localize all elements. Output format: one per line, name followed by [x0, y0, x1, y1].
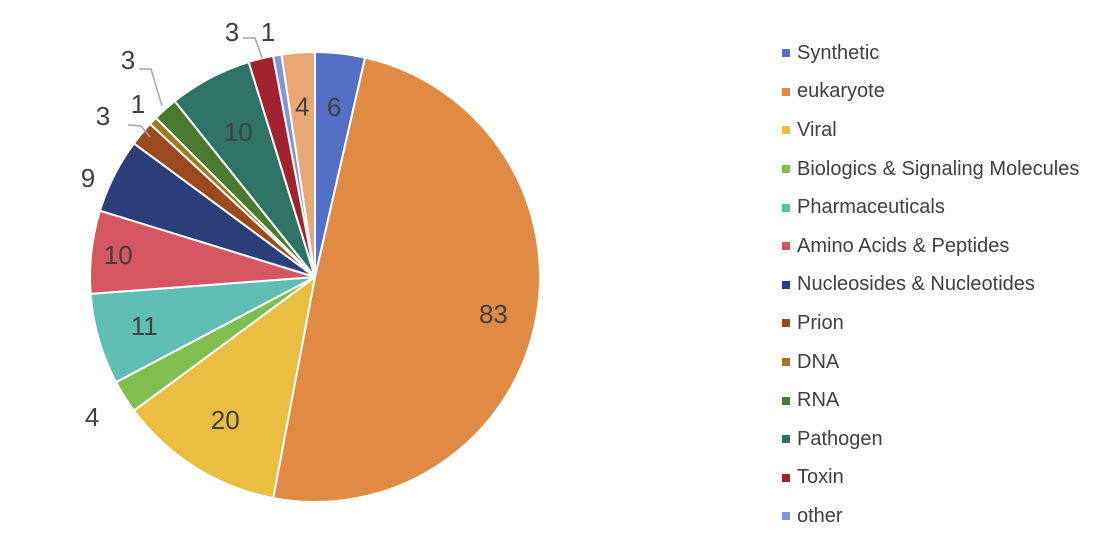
legend-label: Nucleosides & Nucleotides [797, 273, 1035, 296]
legend-swatch [782, 242, 790, 251]
leader-line-prion [127, 124, 151, 138]
legend-swatch [782, 165, 790, 174]
legend-item-other: other [782, 497, 1112, 536]
legend-label: RNA [797, 389, 840, 412]
legend-item-viral: Viral [782, 111, 1112, 150]
data-label-pharmaceuticals: 11 [131, 311, 158, 341]
data-label-toxin: 3 [225, 17, 239, 47]
legend-swatch [782, 473, 790, 482]
pie-slices [89, 50, 541, 503]
legend-label: other [797, 504, 843, 527]
pie-slice-unlabeled [280, 50, 316, 278]
legend-item-nucleosides-and-nucleotides: Nucleosides & Nucleotides [782, 266, 1112, 305]
chart-legend: Synthetic eukaryote Viral Biologics & Signa… [782, 34, 1112, 536]
legend-label: Synthetic [797, 41, 880, 64]
legend-item-amino-acids-and-peptides: Amino Acids & Peptides [782, 227, 1112, 266]
legend-label: Viral [797, 118, 837, 141]
legend-swatch [782, 280, 790, 289]
legend-label: Pharmaceuticals [797, 196, 945, 219]
legend-item-biologics-and-signaling-molecules: Biologics & Signaling Molecules [782, 150, 1112, 189]
data-label-other: 1 [261, 17, 275, 47]
legend-item-eukaryote: eukaryote [782, 73, 1112, 112]
data-label-biologics-and-signaling-molecules: 4 [85, 402, 99, 432]
legend-label: Biologics & Signaling Molecules [797, 157, 1080, 180]
data-label-viral: 20 [211, 405, 240, 435]
leader-line-toxin [243, 37, 263, 59]
data-label-synthetic: 6 [327, 92, 341, 122]
pie-slice-eukaryote [272, 56, 541, 503]
legend-item-toxin: Toxin [782, 459, 1112, 498]
data-label-pathogen: 10 [224, 117, 253, 147]
legend-label: Amino Acids & Peptides [797, 234, 1010, 257]
legend-swatch [782, 87, 790, 96]
legend-label: Toxin [797, 466, 844, 489]
leader-lines [127, 37, 263, 138]
legend-label: DNA [797, 350, 840, 373]
legend-label: Prion [797, 311, 844, 334]
legend-swatch [782, 358, 790, 367]
legend-label: eukaryote [797, 80, 885, 103]
legend-swatch [782, 49, 790, 58]
data-label-dna: 1 [131, 89, 145, 119]
data-label-eukaryote: 83 [479, 299, 508, 329]
legend-swatch [782, 396, 790, 405]
data-label-prion: 3 [96, 101, 110, 131]
data-label-unlabeled: 4 [295, 91, 309, 121]
legend-item-prion: Prion [782, 304, 1112, 343]
legend-swatch [782, 512, 790, 521]
data-label-nucleosides-and-nucleotides: 9 [81, 163, 95, 193]
legend-swatch [782, 203, 790, 212]
legend-swatch [782, 435, 790, 444]
legend-item-dna: DNA [782, 343, 1112, 382]
legend-item-pharmaceuticals: Pharmaceuticals [782, 188, 1112, 227]
legend-label: Pathogen [797, 427, 883, 450]
leader-line-rna [139, 68, 163, 107]
legend-item-synthetic: Synthetic [782, 34, 1112, 73]
legend-item-rna: RNA [782, 381, 1112, 420]
data-label-amino-acids-and-peptides: 10 [104, 240, 133, 270]
legend-swatch [782, 126, 790, 135]
pie-slice-viral [132, 274, 317, 500]
legend-item-pathogen: Pathogen [782, 420, 1112, 459]
legend-swatch [782, 319, 790, 328]
data-label-rna: 3 [121, 45, 135, 75]
